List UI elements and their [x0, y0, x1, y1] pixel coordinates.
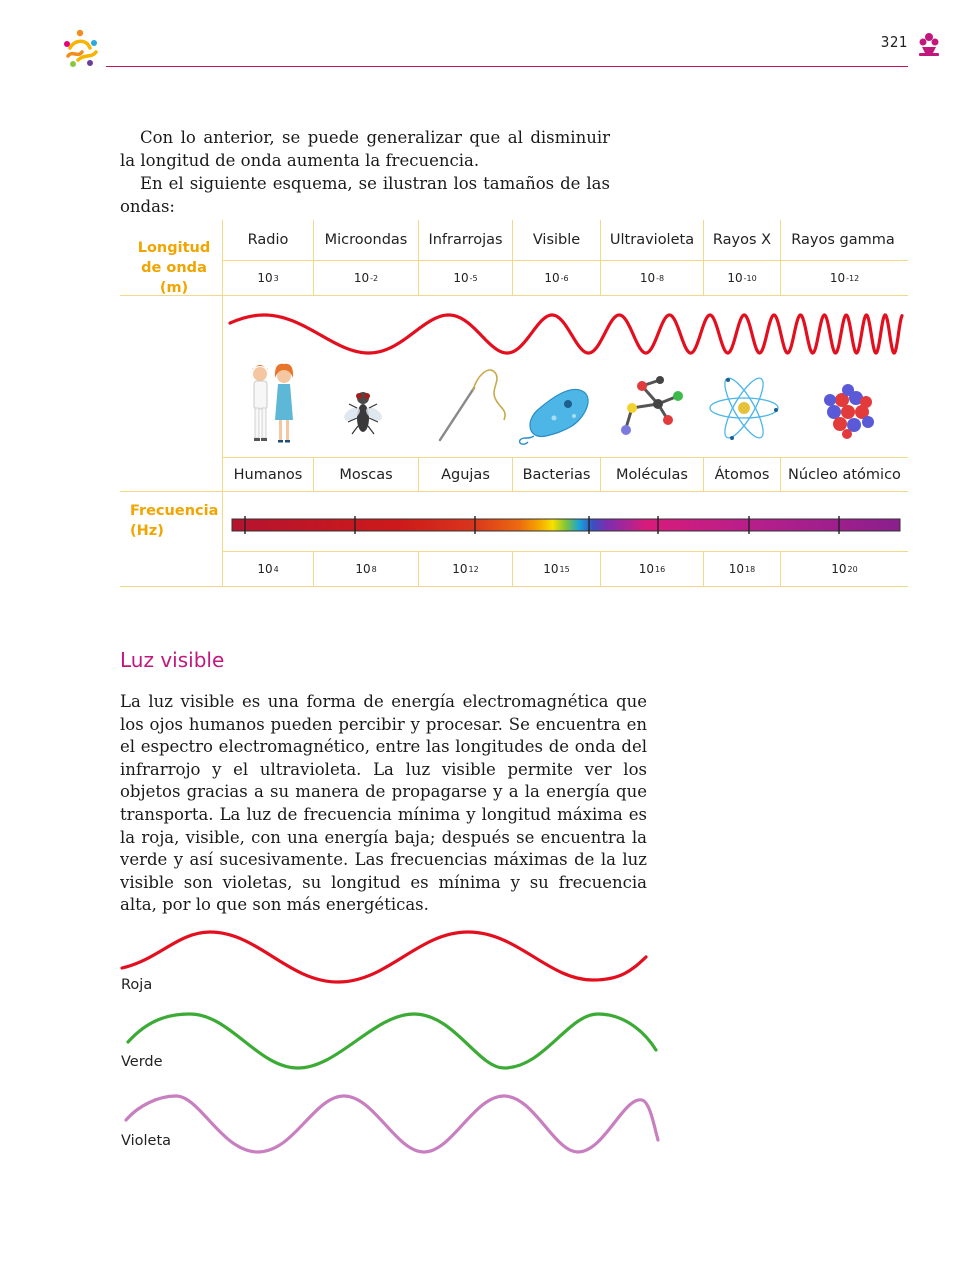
grid-line [313, 551, 314, 586]
grid-line [120, 491, 908, 492]
object-illustrations [252, 363, 874, 445]
grid-line [222, 260, 908, 261]
grid-line [313, 457, 314, 491]
grid-line [222, 457, 908, 458]
frequency-label: Frecuencia (Hz) [130, 503, 219, 539]
frequency-value: 10 18 [728, 562, 756, 576]
header-rule [106, 66, 908, 67]
column-name-rayos-x: Rayos X [712, 232, 772, 248]
column-name-microondas: Microondas [324, 232, 408, 248]
grid-line [780, 551, 781, 586]
grid-line [418, 551, 419, 586]
column-name-rayos-gamma: Rayos gamma [791, 232, 895, 248]
humans-icon [252, 363, 294, 443]
emblem-icon [919, 33, 939, 56]
grid-line [222, 220, 223, 586]
wavelength-label: Longitud de onda (m) [137, 240, 211, 296]
grid-line [703, 551, 704, 586]
grid-line [120, 295, 908, 296]
grid-line [512, 457, 513, 491]
wave-label-green: Verde [121, 1054, 163, 1070]
frequency-spectrum-bar [231, 516, 901, 534]
page-number: 321 [880, 33, 908, 51]
bacteria-icon [518, 388, 589, 445]
column-name-visible: Visible [532, 232, 581, 248]
column-name-infrarrojas: Infrarrojas [428, 232, 503, 248]
wavelength-value: 10 -6 [544, 271, 569, 285]
intro-paragraph: En el siguiente esquema, se ilustran los… [120, 174, 610, 216]
grid-line [120, 586, 908, 587]
frequency-value: 10 15 [543, 562, 570, 576]
frequency-value: 10 20 [831, 562, 858, 576]
wavelength-value: 10 -10 [727, 271, 757, 285]
wavelength-value: 10 -2 [353, 271, 379, 285]
object-label: Moscas [339, 466, 393, 483]
fly-icon [344, 392, 382, 435]
wavelength-wave [228, 313, 904, 355]
grid-line [600, 457, 601, 491]
molecule-icon [621, 376, 683, 435]
electromagnetic-scheme: Longitud de onda (m) Frecuencia (Hz) Rad… [120, 220, 908, 588]
green-wave [126, 1012, 658, 1070]
needle-icon [438, 369, 506, 442]
grid-line [703, 457, 704, 491]
column-name-radio: Radio [247, 232, 289, 248]
grid-line [780, 220, 781, 295]
section-title: Luz visible [120, 648, 225, 672]
grid-line [780, 457, 781, 491]
grid-line [222, 551, 908, 552]
grid-line [600, 220, 601, 295]
object-label: Agujas [441, 466, 490, 483]
grid-line [703, 220, 704, 295]
nucleus-icon [824, 384, 874, 439]
wave-label-red: Roja [121, 977, 153, 993]
object-label: Humanos [233, 466, 303, 483]
frequency-value: 10 8 [355, 562, 377, 576]
object-label: Bacterias [522, 466, 591, 483]
section-body: La luz visible es una forma de energía e… [120, 692, 647, 915]
violet-wave [124, 1094, 660, 1154]
wavelength-value: 10 3 [257, 271, 279, 285]
publisher-logo-icon [64, 29, 98, 67]
grid-line [512, 220, 513, 295]
grid-line [418, 220, 419, 295]
wavelength-value: 10 -12 [829, 271, 860, 285]
grid-line [600, 551, 601, 586]
frequency-value: 10 16 [638, 562, 666, 576]
object-label: Átomos [714, 466, 770, 483]
frequency-value: 10 12 [452, 562, 479, 576]
grid-line [512, 551, 513, 586]
frequency-value: 10 4 [257, 562, 279, 576]
object-label: Moléculas [616, 466, 688, 483]
visible-light-waves [120, 930, 660, 1154]
wavelength-value: 10 -5 [453, 271, 478, 285]
column-name-ultravioleta: Ultravioleta [609, 232, 695, 248]
wavelength-value: 10 -8 [639, 271, 665, 285]
object-label: Núcleo atómico [788, 466, 901, 483]
red-wave [120, 930, 648, 984]
atom-icon [709, 377, 779, 440]
grid-line [313, 220, 314, 295]
intro-text: Con lo anterior, se puede generalizar qu… [120, 126, 610, 218]
intro-paragraph: Con lo anterior, se puede generalizar qu… [120, 128, 610, 170]
grid-line [418, 457, 419, 491]
wave-label-violet: Violeta [121, 1133, 172, 1149]
